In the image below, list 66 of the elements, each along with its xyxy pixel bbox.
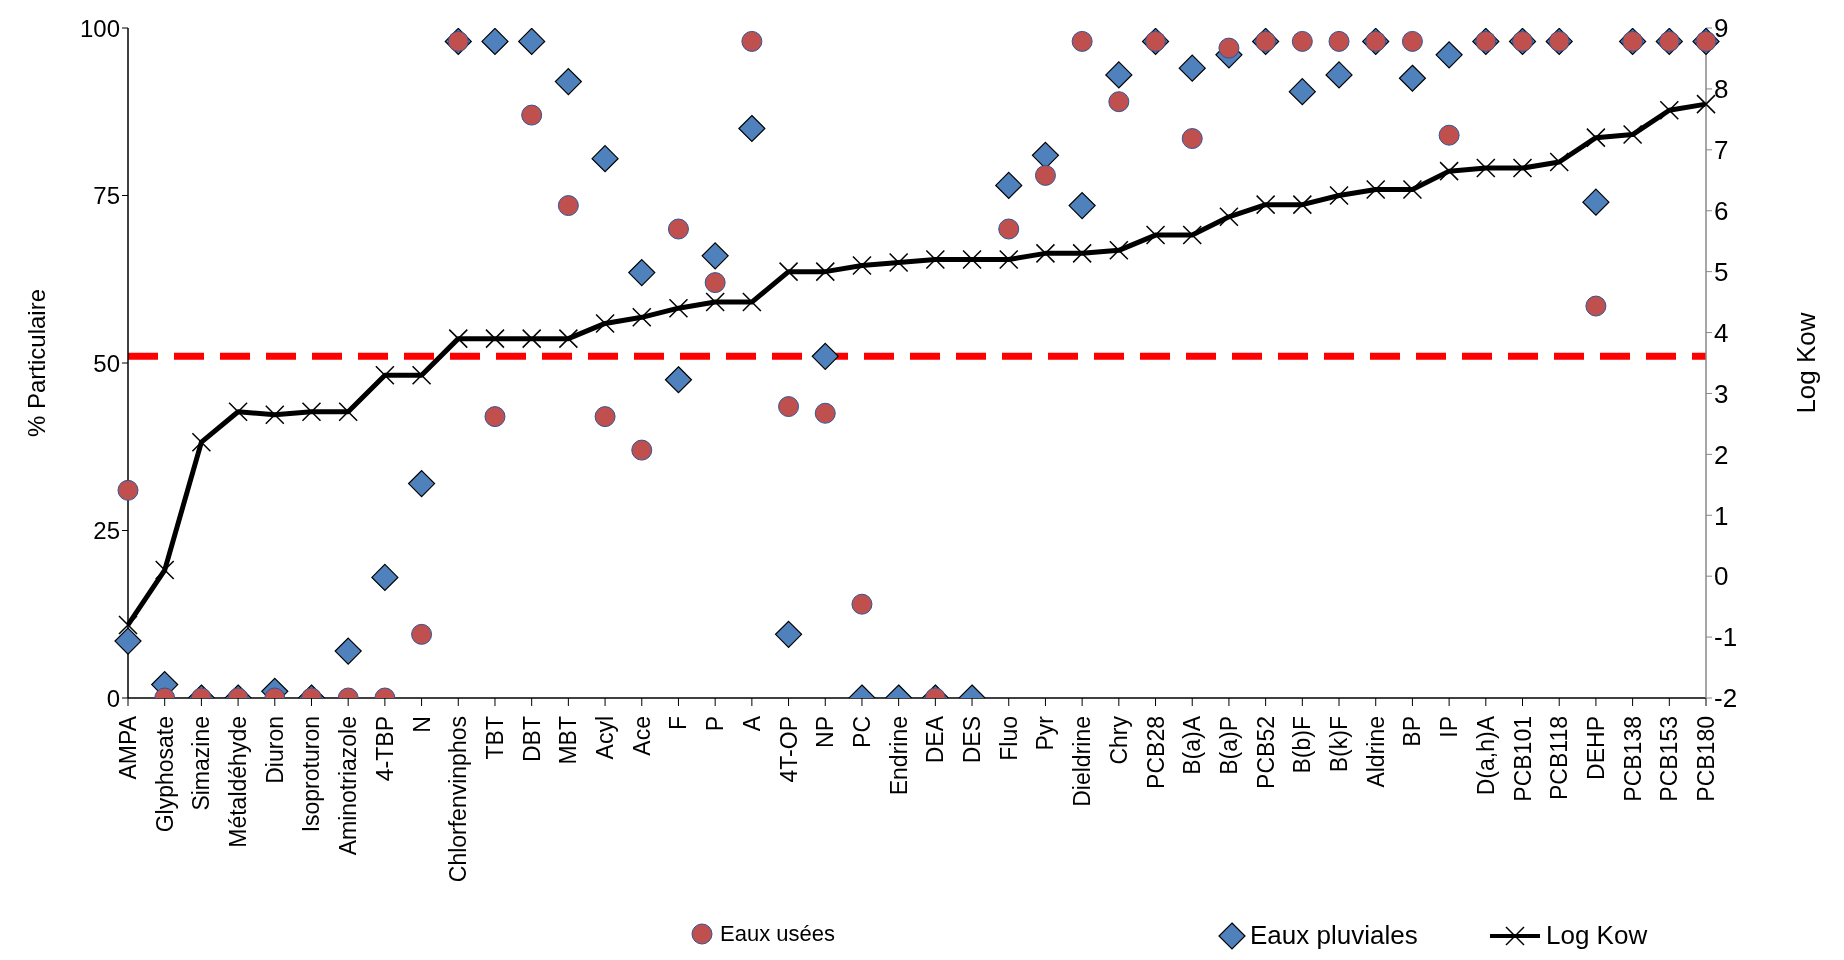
- x-tick-label: PCB118: [1546, 716, 1573, 800]
- x-tick-label: MBT: [555, 716, 582, 765]
- x-tick-label: DEA: [922, 715, 949, 764]
- x-tick-label: 4-TBP: [371, 716, 398, 782]
- x-tick-label: DBT: [518, 716, 545, 762]
- y-tick-label: 0: [106, 684, 120, 712]
- x-tick-label: BP: [1399, 716, 1426, 747]
- x-tick-label: Chry: [1105, 715, 1132, 765]
- y2-tick-label: 2: [1714, 439, 1729, 470]
- x-tick-label: NP: [812, 716, 839, 748]
- y2-tick-label: 9: [1714, 13, 1729, 44]
- x-tick-label: PCB28: [1142, 716, 1169, 789]
- x-tick-label: DES: [959, 716, 986, 764]
- x-tick-label: Diuron: [261, 716, 288, 784]
- y2-tick-label: -2: [1714, 683, 1738, 714]
- y2-tick-label: 0: [1714, 561, 1729, 592]
- x-tick-label: Chlorfenvinphos: [445, 716, 472, 883]
- legend-label: Eaux pluviales: [1250, 920, 1418, 951]
- x-tick-label: Isoproturon: [298, 716, 325, 833]
- x-tick-label: Aldrine: [1362, 716, 1389, 788]
- x-tick-label: N: [408, 716, 435, 733]
- x-tick-label: Métaldéhyde: [225, 716, 252, 848]
- x-tick-label: Pyr: [1032, 715, 1059, 751]
- x-tick-label: PCB138: [1619, 716, 1646, 802]
- x-tick-label: B(k)F: [1326, 716, 1353, 773]
- y2-tick-label: 7: [1714, 135, 1729, 166]
- x-tick-label: B(a)P: [1215, 716, 1242, 775]
- x-tick-label: PCB101: [1509, 716, 1536, 802]
- x-tick-label: Endrine: [885, 716, 912, 796]
- x-tick-label: Glyphosate: [151, 716, 178, 833]
- x-tick-label: D(a,h)A: [1472, 715, 1499, 796]
- y2-tick-label: 5: [1714, 256, 1729, 287]
- x-tick-label: 4T-OP: [775, 716, 802, 783]
- y2-axis-title: Log Kow: [1791, 312, 1822, 414]
- y-tick-label: 100: [79, 14, 120, 42]
- y2-tick-label: 4: [1714, 317, 1729, 348]
- y2-tick-label: 6: [1714, 195, 1729, 226]
- x-tick-label: PC: [848, 716, 875, 748]
- legend-label: Log Kow: [1546, 920, 1648, 951]
- x-tick-label: TBT: [481, 716, 508, 760]
- x-tick-label: Dieldrine: [1069, 716, 1096, 807]
- y2-tick-label: 1: [1714, 500, 1729, 531]
- y2-tick-label: 3: [1714, 378, 1729, 409]
- x-tick-label: F: [665, 716, 692, 731]
- x-tick-label: Fluo: [995, 716, 1022, 761]
- x-tick-label: B(b)F: [1289, 716, 1316, 774]
- x-tick-label: Aminotriazole: [335, 716, 362, 856]
- y-tick-label: 50: [93, 349, 120, 377]
- x-tick-label: B(a)A: [1179, 715, 1206, 775]
- x-tick-label: DEHP: [1582, 716, 1609, 780]
- legend-label: Eaux usées: [720, 921, 835, 947]
- x-tick-label: IP: [1436, 716, 1463, 738]
- y2-tick-label: 8: [1714, 74, 1729, 105]
- x-tick-label: Acyl: [592, 716, 619, 760]
- y-tick-label: 25: [93, 517, 120, 545]
- y-tick-label: 75: [93, 182, 120, 210]
- y2-tick-label: -1: [1714, 622, 1738, 653]
- x-tick-label: PCB52: [1252, 716, 1279, 789]
- x-tick-label: PCB153: [1656, 716, 1683, 802]
- x-tick-label: Simazine: [188, 716, 215, 811]
- x-tick-label: AMPA: [115, 715, 141, 780]
- x-tick-label: Ace: [628, 716, 655, 756]
- x-tick-label: P: [702, 716, 729, 732]
- x-tick-label: A: [738, 715, 765, 732]
- x-tick-label: PCB180: [1693, 716, 1719, 802]
- y-axis-title: % Particulaire: [22, 288, 50, 438]
